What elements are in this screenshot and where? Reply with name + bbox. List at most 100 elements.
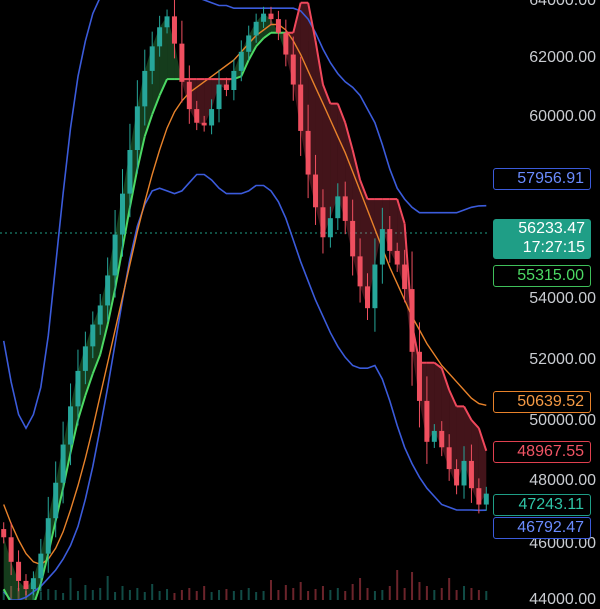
candle-body [483, 493, 489, 505]
supertrend-line-segment [158, 78, 168, 96]
volume-bar [269, 580, 272, 600]
volume-bar [106, 576, 109, 600]
volume-bar [292, 588, 295, 600]
volume-bar [99, 588, 102, 600]
supertrend-line-segment [448, 389, 458, 407]
candle-body [327, 218, 333, 238]
price-axis-label: 52000.00 [529, 351, 596, 368]
supertrend-line-segment [76, 395, 87, 421]
supertrend-line-segment [247, 45, 258, 61]
last-price-badge: 56233.47 17:27:15 [493, 219, 591, 259]
supertrend-line-segment [262, 31, 272, 39]
candle-body [454, 469, 460, 486]
volume-bar [69, 578, 72, 600]
supertrend-fill-segment [374, 199, 383, 265]
volume-bar [151, 584, 154, 600]
candle-body [268, 13, 274, 20]
volume-bar [321, 586, 324, 600]
volume-bar [314, 589, 317, 600]
supertrend-line-segment [69, 419, 79, 453]
candle-body [350, 220, 356, 257]
volume-bar [203, 586, 206, 600]
candle-body [379, 229, 385, 265]
volume-bar [240, 590, 243, 600]
volume-bar [62, 593, 65, 600]
candle-body [335, 196, 341, 219]
candle-body [194, 109, 200, 123]
supertrend-fill-segment [3, 537, 12, 600]
candle-body [60, 444, 66, 483]
candle-body [238, 51, 244, 71]
price-axis-label: 60000.00 [529, 108, 596, 125]
candle-body [439, 430, 445, 448]
volume-bar [344, 591, 347, 600]
supertrend-line-segment [121, 207, 131, 249]
volume-bar [448, 578, 451, 600]
volume-bar [2, 590, 5, 600]
candle-body [142, 70, 148, 107]
resistance-badge: 48967.55 [493, 441, 591, 463]
candle-body [261, 13, 267, 22]
candle-body [320, 207, 326, 238]
candle-body [424, 400, 430, 442]
volume-bar [17, 588, 20, 600]
volume-bar [166, 589, 169, 600]
price-axis-label: 48000.00 [529, 472, 596, 489]
price-axis-label: 64000.00 [529, 0, 596, 9]
volume-bar [381, 590, 384, 600]
candle-body [246, 35, 252, 52]
volume-bar [24, 591, 27, 600]
volume-bar [143, 592, 146, 600]
candle-body [1, 529, 7, 538]
candle-body [127, 150, 133, 194]
candle-body [231, 70, 237, 90]
candle-body [30, 578, 36, 590]
supertrend-line-segment [470, 419, 480, 429]
price-axis-label: 44000.00 [529, 591, 596, 608]
lower-band-badge: 46792.47 [493, 517, 591, 539]
candle-body [461, 460, 467, 486]
candle-body [164, 16, 170, 28]
candle-body [45, 518, 51, 554]
supertrend-fill-segment [167, 16, 175, 80]
candle-body [171, 16, 177, 44]
candle-body [209, 109, 215, 126]
volume-bar [329, 590, 332, 600]
candle-body [468, 460, 474, 489]
candle-body [476, 488, 482, 505]
supertrend-fill-segment [11, 561, 19, 600]
candle-body [283, 32, 289, 55]
volume-bar [128, 590, 131, 600]
volume-bars [2, 570, 488, 600]
volume-bar [180, 590, 183, 600]
moving-average-badge: 50639.52 [493, 391, 591, 413]
volume-bar [403, 588, 406, 600]
supertrend-fill-segment [18, 580, 26, 600]
candle-body [38, 553, 44, 579]
candle-body [82, 346, 88, 371]
candle-body [416, 351, 422, 401]
volume-bar [76, 591, 79, 600]
volume-bar [84, 585, 87, 600]
candle-body [409, 289, 415, 352]
volume-bar [396, 570, 399, 600]
volume-bar [136, 588, 139, 600]
supertrend-fill-segment [337, 103, 346, 221]
candle-body [68, 406, 74, 445]
mid-band-badge: 47243.11 [493, 494, 591, 516]
supertrend-line-segment [336, 103, 347, 124]
price-axis-label: 46000.00 [529, 535, 596, 552]
volume-bar [158, 591, 161, 600]
supertrend-line-segment [143, 114, 154, 137]
supertrend-fill-segment [204, 79, 212, 126]
price-axis-label: 50000.00 [529, 412, 596, 429]
candle-body [157, 27, 163, 47]
candle-body [305, 130, 311, 175]
candle-body [8, 537, 14, 562]
volume-bar [247, 588, 250, 600]
candle-body [402, 264, 408, 290]
volume-bar [114, 592, 117, 600]
supertrend-line-segment [136, 136, 146, 170]
